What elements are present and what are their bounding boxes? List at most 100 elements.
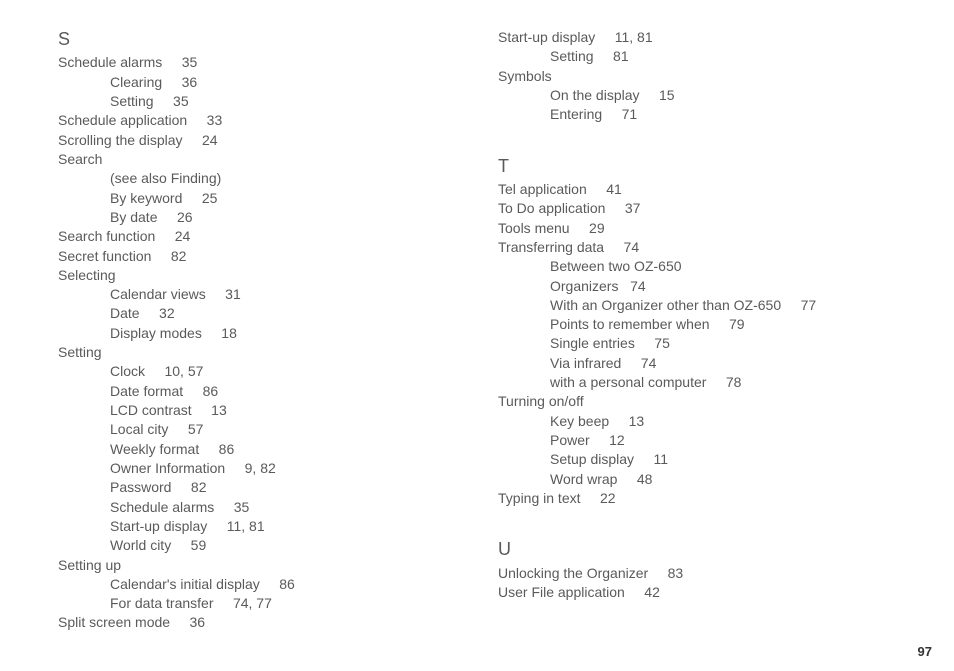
index-entry-pages: 71 xyxy=(622,106,638,122)
index-entry-text: Clock xyxy=(110,363,145,379)
columns: SSchedule alarms 35Clearing 36Setting 35… xyxy=(58,28,924,633)
index-entry: On the display 15 xyxy=(498,86,918,105)
index-entry-pages: 37 xyxy=(625,200,641,216)
index-entry: Local city 57 xyxy=(58,420,498,439)
left-column: SSchedule alarms 35Clearing 36Setting 35… xyxy=(58,28,498,633)
index-entry-pages: 79 xyxy=(729,316,745,332)
index-entry-text: Start-up display xyxy=(498,29,595,45)
index-entry-pages: 35 xyxy=(173,93,189,109)
index-entry-text: To Do application xyxy=(498,200,605,216)
index-entry-pages: 22 xyxy=(600,490,616,506)
index-entry-text: Setting xyxy=(550,48,594,64)
index-entry-text: Between two OZ-650 xyxy=(550,258,682,274)
index-entry-pages: 26 xyxy=(177,209,193,225)
index-entry-text: User File application xyxy=(498,584,625,600)
index-entry-text: Transferring data xyxy=(498,239,604,255)
index-entry-pages: 74 xyxy=(641,355,657,371)
index-entry-pages: 86 xyxy=(203,383,219,399)
index-entry-text: Entering xyxy=(550,106,602,122)
index-entry: Entering 71 xyxy=(498,105,918,124)
index-entry-pages: 10, 57 xyxy=(164,363,203,379)
index-entry-text: Unlocking the Organizer xyxy=(498,565,648,581)
index-entry-pages: 77 xyxy=(801,297,817,313)
index-entry-text: Selecting xyxy=(58,267,116,283)
index-entry-pages: 74 xyxy=(630,278,646,294)
index-entry-pages: 57 xyxy=(188,421,204,437)
index-entry: To Do application 37 xyxy=(498,199,918,218)
index-entry-text: On the display xyxy=(550,87,640,103)
index-entry-text: Local city xyxy=(110,421,168,437)
index-entry-text: Owner Information xyxy=(110,460,225,476)
index-entry-pages: 33 xyxy=(207,112,223,128)
index-entry: Selecting xyxy=(58,266,498,285)
index-entry-pages: 13 xyxy=(629,413,645,429)
index-entry: LCD contrast 13 xyxy=(58,401,498,420)
index-entry: with a personal computer 78 xyxy=(498,373,918,392)
index-entry: Key beep 13 xyxy=(498,412,918,431)
index-entry-text: Clearing xyxy=(110,74,162,90)
index-entry-pages: 42 xyxy=(644,584,660,600)
index-entry: Setup display 11 xyxy=(498,450,918,469)
index-entry-text: Setup display xyxy=(550,451,634,467)
index-entry-pages: 74 xyxy=(624,239,640,255)
index-entry-pages: 75 xyxy=(654,335,670,351)
index-entry: Clock 10, 57 xyxy=(58,362,498,381)
index-entry: Single entries 75 xyxy=(498,334,918,353)
index-entry: Typing in text 22 xyxy=(498,489,918,508)
index-entry-pages: 32 xyxy=(159,305,175,321)
index-entry: Setting up xyxy=(58,556,498,575)
index-entry: Setting 81 xyxy=(498,47,918,66)
index-entry: Via infrared 74 xyxy=(498,354,918,373)
index-entry-text: Key beep xyxy=(550,413,609,429)
index-entry-pages: 82 xyxy=(191,479,207,495)
index-entry: Schedule alarms 35 xyxy=(58,53,498,72)
page-number: 97 xyxy=(918,644,932,659)
index-entry-pages: 41 xyxy=(606,181,622,197)
index-entry-pages: 35 xyxy=(182,54,198,70)
index-entry-pages: 59 xyxy=(191,537,207,553)
index-entry-text: Weekly format xyxy=(110,441,199,457)
index-entry: Word wrap 48 xyxy=(498,470,918,489)
index-entry-pages: 82 xyxy=(171,248,187,264)
index-entry: Organizers 74 xyxy=(498,277,918,296)
index-entry: World city 59 xyxy=(58,536,498,555)
index-entry: By keyword 25 xyxy=(58,189,498,208)
index-entry: Tools menu 29 xyxy=(498,219,918,238)
section-letter: T xyxy=(498,155,918,178)
index-entry-text: Split screen mode xyxy=(58,614,170,630)
index-entry-text: Search function xyxy=(58,228,155,244)
index-entry-text: Date xyxy=(110,305,140,321)
index-entry-pages: 35 xyxy=(234,499,250,515)
index-entry: Calendar's initial display 86 xyxy=(58,575,498,594)
right-column: Start-up display 11, 81Setting 81Symbols… xyxy=(498,28,918,633)
index-entry-text: By date xyxy=(110,209,157,225)
index-entry: Tel application 41 xyxy=(498,180,918,199)
index-entry-text: Points to remember when xyxy=(550,316,710,332)
index-entry-text: Scrolling the display xyxy=(58,132,183,148)
index-entry: With an Organizer other than OZ-650 77 xyxy=(498,296,918,315)
index-entry-pages: 86 xyxy=(279,576,295,592)
index-entry-pages: 29 xyxy=(589,220,605,236)
index-entry: Search function 24 xyxy=(58,227,498,246)
index-entry-pages: 31 xyxy=(225,286,241,302)
index-entry-pages: 24 xyxy=(175,228,191,244)
index-entry-text: Schedule application xyxy=(58,112,187,128)
index-entry-text: with a personal computer xyxy=(550,374,706,390)
index-entry: Transferring data 74 xyxy=(498,238,918,257)
index-entry-text: For data transfer xyxy=(110,595,214,611)
index-entry-text: Setting up xyxy=(58,557,121,573)
index-entry: Power 12 xyxy=(498,431,918,450)
index-entry-text: Start-up display xyxy=(110,518,207,534)
index-entry-text: Organizers xyxy=(550,278,618,294)
index-entry: By date 26 xyxy=(58,208,498,227)
index-entry: Symbols xyxy=(498,67,918,86)
index-entry: Setting 35 xyxy=(58,92,498,111)
index-entry-text: Tools menu xyxy=(498,220,570,236)
index-entry: Clearing 36 xyxy=(58,73,498,92)
index-entry-text: Calendar's initial display xyxy=(110,576,260,592)
index-entry: Owner Information 9, 82 xyxy=(58,459,498,478)
index-entry: Points to remember when 79 xyxy=(498,315,918,334)
index-entry-text: Tel application xyxy=(498,181,587,197)
index-entry-text: Symbols xyxy=(498,68,552,84)
index-entry: Unlocking the Organizer 83 xyxy=(498,564,918,583)
